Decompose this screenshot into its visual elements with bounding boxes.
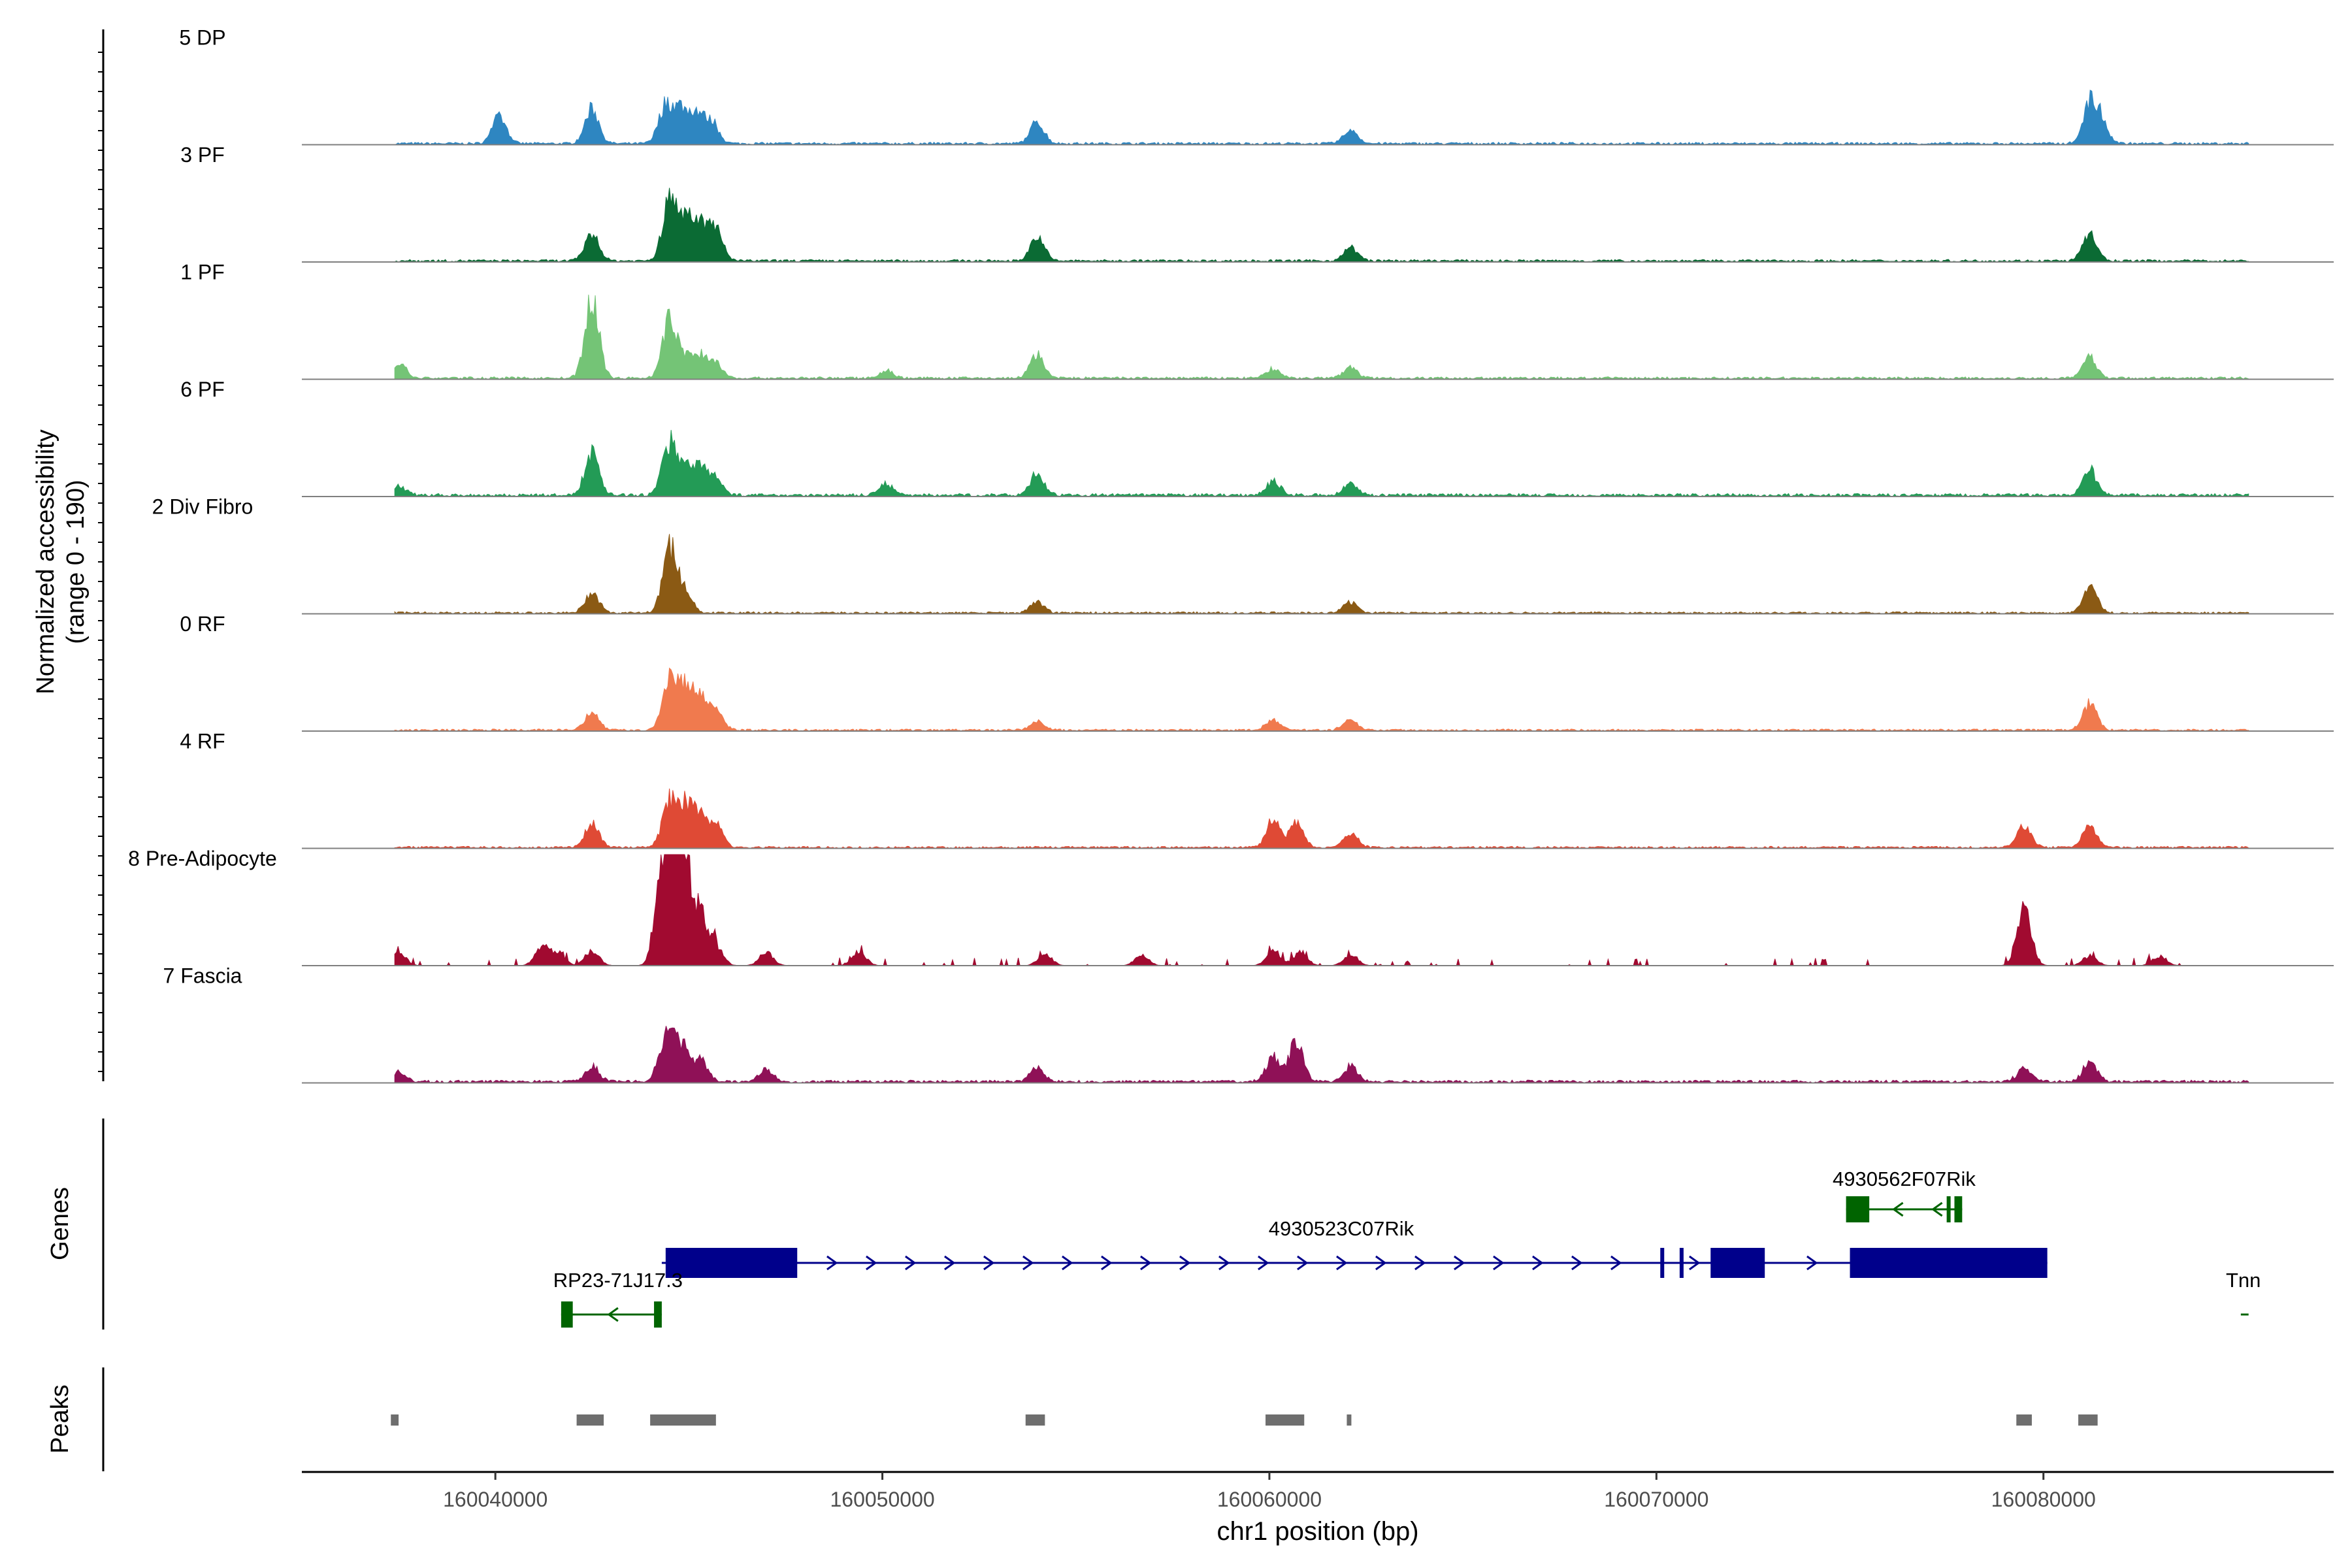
gene-exon [1679,1248,1684,1278]
coverage-area [394,188,2249,263]
strand-arrow [1414,1255,1426,1271]
track-label: 7 Fascia [163,964,242,988]
gene-label: 4930523C07Rik [1269,1217,1414,1240]
gene-4930562f07rik: 4930562F07Rik [1833,1168,1976,1222]
track-2-div-fibro: 2 Div Fibro [152,495,2334,615]
track-label: 0 RF [180,612,225,636]
strand-arrow [826,1255,838,1271]
strand-arrow [1140,1255,1152,1271]
x-tick-label: 160050000 [830,1488,934,1511]
gene-exon [1954,1196,1963,1222]
track-1-pf: 1 PF [180,261,2334,380]
strand-arrow [866,1255,877,1271]
track-label: 6 PF [180,378,225,401]
peak-region [1025,1414,1045,1426]
genes-axis-label: Genes [46,1187,74,1260]
track-3-pf: 3 PF [180,143,2334,263]
peak-region [1266,1414,1305,1426]
gene-exon [654,1301,662,1328]
gene-rp23-71j17-3: RP23-71J17.3 [553,1269,683,1328]
track-8-pre-adipocyte: 8 Pre-Adipocyte [128,847,2334,967]
strand-arrow [1931,1201,1943,1217]
gene-label: 4930562F07Rik [1833,1168,1976,1190]
coverage-y-axis [98,29,105,1081]
track-label: 5 DP [179,26,225,50]
track-4-rf: 4 RF [180,730,2334,849]
peak-region [2078,1414,2098,1426]
strand-arrow [1101,1255,1113,1271]
strand-arrow [1806,1255,1818,1271]
gene-exon [561,1301,573,1328]
y-axis-title-line2: (range 0 - 190) [62,480,90,644]
coverage-area [394,295,2249,380]
peak-region [2016,1414,2032,1426]
x-tick-label: 160070000 [1604,1488,1708,1511]
gene-label: RP23-71J17.3 [553,1269,683,1292]
gene-exon [1850,1248,2048,1278]
gene-exon [1710,1248,1765,1278]
coverage-tracks: 5 DP 3 PF 1 PF 6 PF 2 Div Fibro 0 RF 4 RF 8 Pre… [128,26,2334,1084]
gene-4930523c07rik: 4930523C07Rik [661,1217,2048,1278]
strand-arrow [1493,1255,1505,1271]
strand-arrow [1336,1255,1348,1271]
strand-arrow [1218,1255,1230,1271]
peak-region [391,1414,399,1426]
strand-arrow [1532,1255,1544,1271]
track-label: 8 Pre-Adipocyte [128,847,277,870]
strand-arrow [905,1255,917,1271]
gene-label: Tnn [2226,1269,2261,1292]
x-tick-label: 160080000 [1991,1488,2096,1511]
track-7-fascia: 7 Fascia [163,964,2334,1084]
strand-arrow [1062,1255,1073,1271]
track-5-dp: 5 DP [179,26,2334,146]
peaks-axis-label: Peaks [46,1384,74,1454]
track-label: 2 Div Fibro [152,495,253,519]
x-tick-label: 160060000 [1217,1488,1322,1511]
peaks-panel: Peaks [46,1367,2098,1471]
strand-arrow [944,1255,956,1271]
peak-region [1347,1414,1352,1426]
gene-exon [1846,1196,1870,1222]
gene-exon [665,1248,798,1278]
strand-arrow [1297,1255,1309,1271]
y-axis-title-line1: Normalized accessibility [32,429,59,694]
track-label: 1 PF [180,261,225,284]
track-6-pf: 6 PF [180,378,2334,497]
coverage-area [394,430,2249,497]
y-axis-title: Normalized accessibility (range 0 - 190) [32,429,90,694]
strand-arrow [983,1255,995,1271]
gene-exon [1660,1248,1665,1278]
coverage-area [394,534,2249,615]
peak-region [650,1414,716,1426]
genes-panel: Genes 4930562F07Rik 4930523C07Rik RP23-71J… [46,1119,2261,1330]
x-axis-title: chr1 position (bp) [1217,1517,1418,1546]
coverage-area [394,854,2249,967]
coverage-area [394,667,2249,732]
x-tick-label: 160040000 [443,1488,547,1511]
strand-arrow [1022,1255,1034,1271]
track-0-rf: 0 RF [180,612,2334,732]
gene-exon [1946,1196,1951,1222]
peak-region [576,1414,604,1426]
track-label: 3 PF [180,143,225,167]
strand-arrow [1454,1255,1465,1271]
coverage-area [394,788,2249,849]
strand-arrow [1689,1255,1701,1271]
strand-arrow [1571,1255,1583,1271]
coverage-area [394,1026,2249,1084]
strand-arrow [1375,1255,1387,1271]
track-label: 4 RF [180,730,225,753]
strand-arrow [1610,1255,1622,1271]
strand-arrow [607,1307,619,1322]
strand-arrow [1179,1255,1191,1271]
gene-tnn: Tnn [2226,1269,2261,1316]
coverage-area [395,90,2249,146]
strand-arrow [1258,1255,1269,1271]
x-axis: 160040000 160050000 160060000 160070000 1600… [302,1471,2334,1511]
strand-arrow [1892,1201,1904,1217]
